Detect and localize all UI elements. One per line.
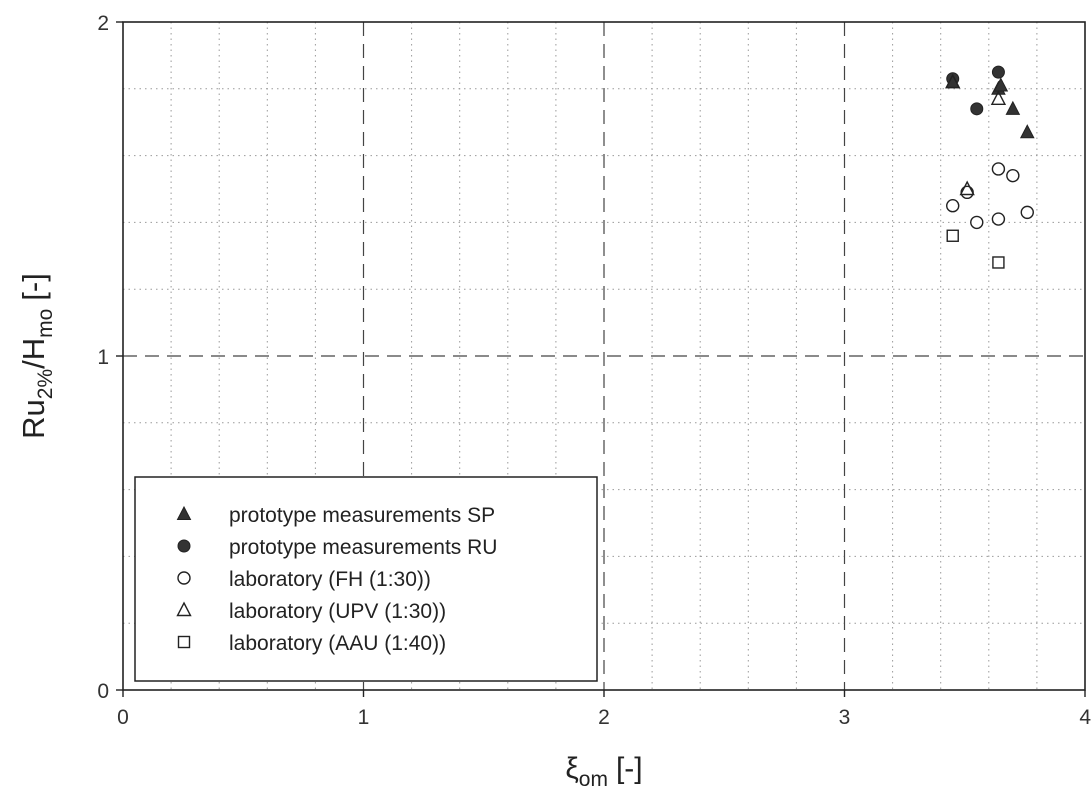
x-axis-title-unit: [-] [616, 752, 643, 785]
legend-marker [177, 539, 191, 553]
data-point [970, 102, 984, 116]
y-axis-title-unit: [-] [16, 273, 51, 301]
x-axis-title: ξom [-] [565, 752, 642, 791]
x-tick-label: 2 [598, 706, 610, 729]
x-tick-label: 4 [1079, 706, 1091, 729]
data-point [993, 77, 1009, 92]
x-tick-label: 0 [117, 706, 129, 729]
axis-ticks [116, 21, 1086, 697]
legend-marker [176, 505, 192, 520]
y-tick-label: 1 [97, 346, 109, 369]
legend-label: laboratory (FH (1:30)) [229, 568, 431, 591]
data-point [959, 180, 975, 196]
y-axis-title-sub2: mo [34, 309, 57, 338]
y-tick-label: 0 [97, 680, 109, 703]
legend-marker [176, 601, 192, 617]
legend-label: prototype measurements SP [229, 504, 495, 527]
x-axis-title-base: ξ [565, 752, 578, 785]
data-point [991, 212, 1006, 226]
legend-label: laboratory (AAU (1:40)) [229, 632, 446, 655]
data-point [960, 185, 974, 200]
x-tick-labels: 0 1 2 3 4 [117, 706, 1091, 729]
legend-marker [177, 635, 191, 649]
data-point [991, 65, 1005, 79]
legend-label: prototype measurements RU [229, 536, 497, 559]
data-point [945, 73, 961, 89]
data-point [991, 162, 1006, 176]
data-point [990, 90, 1007, 106]
legend: prototype measurements SP prototype measu… [134, 476, 598, 682]
data-point [992, 256, 1005, 269]
y-axis-title-sub1: 2% [34, 369, 57, 399]
data-point [946, 198, 960, 213]
data-points [945, 65, 1035, 269]
data-point [1005, 100, 1021, 115]
x-tick-label: 1 [358, 706, 370, 729]
legend-label: laboratory (UPV (1:30)) [229, 600, 446, 623]
x-tick-label: 3 [839, 706, 851, 729]
major-grid [123, 22, 1085, 690]
y-axis-title: Ru2%/Hmo [-] [16, 273, 57, 439]
y-axis-title-base: Ru [16, 399, 51, 439]
data-point [1006, 168, 1020, 183]
y-tick-label: 2 [97, 12, 109, 35]
legend-box [134, 476, 598, 682]
data-point [1019, 124, 1035, 139]
data-point [1020, 205, 1034, 220]
y-axis-title-mid: /H [16, 338, 51, 369]
y-tick-labels: 0 1 2 [97, 12, 109, 703]
legend-marker [177, 571, 191, 585]
data-point [946, 229, 959, 242]
legend-items: prototype measurements SP prototype measu… [176, 504, 497, 655]
x-axis-title-sub: om [579, 768, 608, 791]
data-point [970, 215, 984, 230]
